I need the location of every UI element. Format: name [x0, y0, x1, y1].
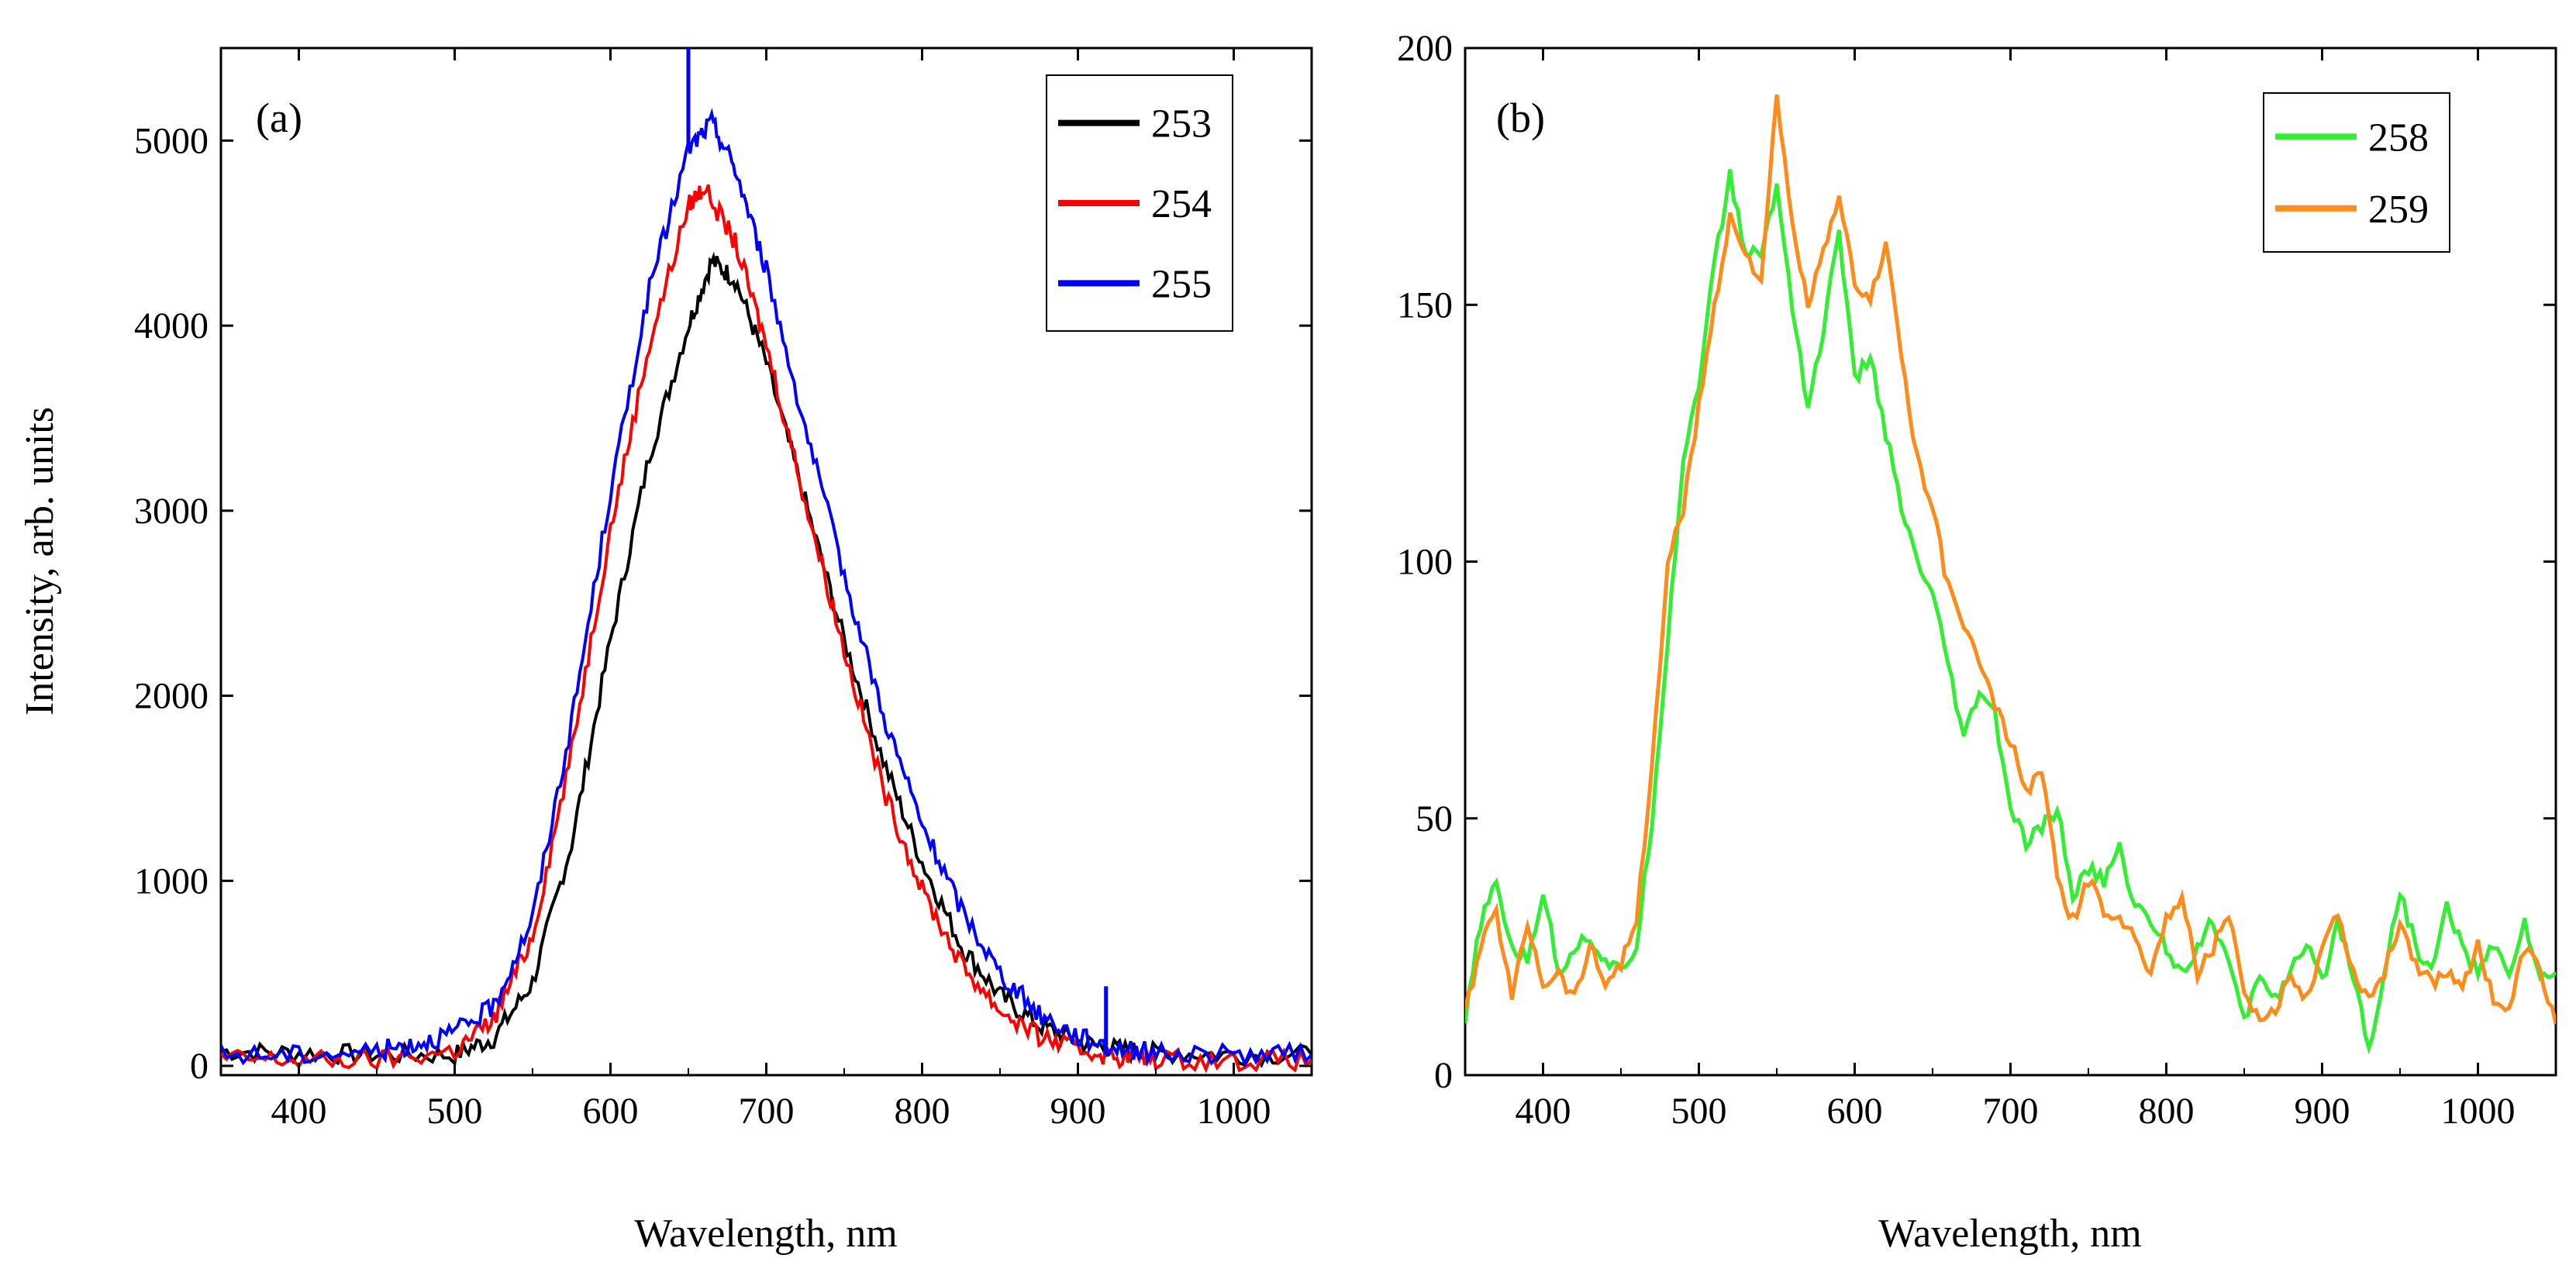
x-tick-label: 400 [1516, 1091, 1571, 1132]
y-tick-label: 0 [1434, 1055, 1453, 1096]
y-tick-label: 1000 [134, 860, 209, 902]
y-tick-label: 0 [190, 1046, 209, 1087]
legend-label-255: 255 [1151, 262, 1212, 306]
legend-label-258: 258 [2368, 115, 2429, 160]
x-tick-label: 500 [1671, 1091, 1727, 1132]
y-tick-label: 3000 [134, 491, 209, 532]
legend-a: 253 254 255 [1046, 74, 1233, 332]
legend-label-254: 254 [1151, 182, 1212, 226]
x-tick-label: 600 [583, 1091, 639, 1132]
ticks-a: 400 500 600 700 800 900 1000 0 1000 2000 3000 4000 5… [134, 48, 1312, 1132]
series-group-b [1465, 94, 2556, 1055]
ticks-b: 400 500 600 700 800 900 1000 0 50 100 150 200 [1397, 28, 2557, 1132]
legend-label-259: 259 [2368, 188, 2429, 232]
legend-b: 258 259 [2263, 92, 2450, 253]
y-tick-label: 200 [1397, 28, 1453, 69]
y-axis-title-a: Intensity, arb. units [18, 407, 62, 715]
x-tick-label: 600 [1827, 1091, 1883, 1132]
legend-box [2263, 92, 2450, 253]
x-tick-label: 800 [895, 1091, 950, 1132]
y-tick-label: 2000 [134, 676, 209, 717]
y-tick-label: 5000 [134, 120, 209, 161]
panel-label-a: (a) [256, 95, 302, 141]
x-tick-label: 500 [427, 1091, 483, 1132]
panel-a: 400 500 600 700 800 900 1000 0 1000 2000 3000 4000 5… [18, 47, 1313, 1256]
series-line-258 [1465, 169, 2556, 1055]
panel-b: 400 500 600 700 800 900 1000 0 50 100 150 200 (b) 2… [1397, 28, 2557, 1256]
x-tick-label: 900 [1050, 1091, 1106, 1132]
series-line-255 [221, 108, 1312, 1068]
x-axis-title-a: Wavelength, nm [634, 1212, 898, 1256]
x-axis-title-b: Wavelength, nm [1878, 1212, 2142, 1256]
legend-label-253: 253 [1151, 102, 1212, 147]
series-line-259 [1465, 94, 2556, 1025]
x-tick-label: 400 [271, 1091, 327, 1132]
y-tick-label: 100 [1397, 542, 1453, 583]
x-tick-label: 1000 [1197, 1091, 1271, 1132]
x-tick-label: 700 [1983, 1091, 2039, 1132]
panel-label-b: (b) [1496, 95, 1545, 141]
x-tick-label: 800 [2139, 1091, 2195, 1132]
series-group-a [221, 48, 1312, 1074]
y-tick-label: 50 [1416, 798, 1453, 839]
x-tick-label: 900 [2295, 1091, 2350, 1132]
x-tick-label: 700 [739, 1091, 795, 1132]
y-tick-label: 150 [1397, 284, 1453, 326]
y-tick-label: 4000 [134, 305, 209, 346]
x-tick-label: 1000 [2441, 1091, 2516, 1132]
